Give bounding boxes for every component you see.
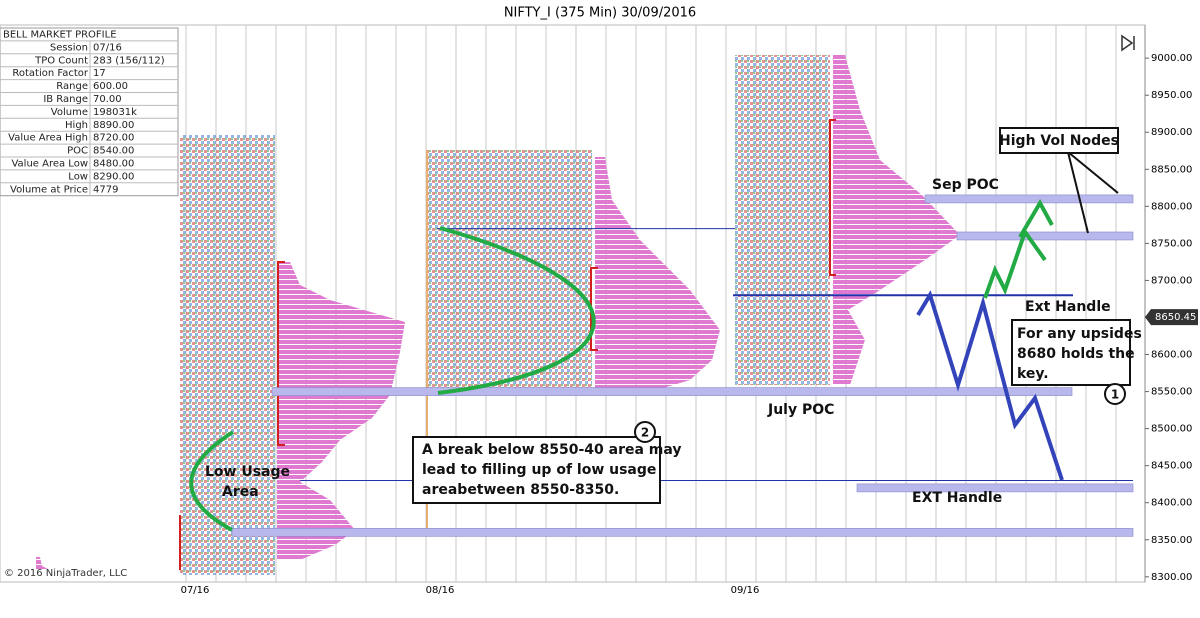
annotation: A break below 8550-40 area may xyxy=(422,442,682,458)
y-tick-label: 8800.00 xyxy=(1151,201,1192,212)
x-tick-label: 07/16 xyxy=(181,585,210,596)
annotation: EXT Handle xyxy=(912,490,1002,506)
scroll-button[interactable] xyxy=(1121,34,1135,52)
info-frame xyxy=(0,27,179,197)
level-band xyxy=(856,483,1134,493)
annotation-box xyxy=(999,127,1119,154)
info-label: POC xyxy=(67,146,88,157)
profile-sep xyxy=(833,55,960,385)
info-label: High xyxy=(65,120,88,131)
y-tick-label: 9000.00 xyxy=(1151,53,1192,64)
annotation-box xyxy=(412,436,661,504)
info-value: 07/16 xyxy=(93,42,122,53)
annotation: Sep POC xyxy=(932,177,999,193)
info-value: 600.00 xyxy=(93,81,128,92)
info-value: 283 (156/112) xyxy=(93,55,165,66)
annotation: Low Usage xyxy=(205,464,290,480)
annotation: 1 xyxy=(1111,388,1119,402)
info-label: Rotation Factor xyxy=(12,68,88,79)
info-value: 17 xyxy=(93,68,106,79)
y-tick-label: 8500.00 xyxy=(1151,424,1192,435)
last-price-label: 8650.45 xyxy=(1155,312,1196,323)
info-label: Session xyxy=(50,42,88,53)
y-tick-label: 8600.00 xyxy=(1151,350,1192,361)
level-band xyxy=(924,194,1134,204)
info-label: Value Area Low xyxy=(11,158,88,169)
chart-title: NIFTY_I (375 Min) 30/09/2016 xyxy=(504,6,696,21)
annotation: July POC xyxy=(767,402,834,418)
y-tick-label: 8550.00 xyxy=(1151,387,1192,398)
price-axis: 8300.00 8350.00 8400.00 8450.00 8500.00 8550.… xyxy=(1144,25,1198,583)
y-tick-label: 8750.00 xyxy=(1151,238,1192,249)
y-tick-label: 8400.00 xyxy=(1151,498,1192,509)
pointer xyxy=(1067,151,1119,194)
marker xyxy=(1104,383,1126,405)
annotation-box xyxy=(1011,319,1131,386)
y-tick-label: 8450.00 xyxy=(1151,461,1192,472)
value-area xyxy=(277,261,285,446)
levels xyxy=(231,194,1134,537)
green-zigzag xyxy=(983,227,1047,299)
info-value: 8480.00 xyxy=(93,158,134,169)
level-band xyxy=(956,231,1134,241)
annotation: For any upsides xyxy=(1017,326,1142,342)
tpo-sep xyxy=(735,55,830,385)
y-tick-label: 8350.00 xyxy=(1151,535,1192,546)
info-label: Volume at Price xyxy=(10,184,88,195)
info-value: 8290.00 xyxy=(93,171,134,182)
blue-zigzag xyxy=(916,290,1064,481)
last-price-box xyxy=(1145,309,1198,326)
info-label: Volume xyxy=(51,107,88,118)
y-tick-label: 8700.00 xyxy=(1151,275,1192,286)
tpo-july xyxy=(180,135,275,575)
info-panel: BELL MARKET PROFILE Session 07/16 TPO Count… xyxy=(0,27,179,197)
info-title: BELL MARKET PROFILE xyxy=(3,29,117,40)
x-tick-label: 09/16 xyxy=(731,585,760,596)
annotation: areabetween 8550-8350. xyxy=(422,482,619,498)
info-value: 8720.00 xyxy=(93,133,134,144)
info-label: Low xyxy=(68,171,88,182)
profile-aug xyxy=(595,157,720,395)
green-zigzag xyxy=(1018,198,1054,239)
info-label: Range xyxy=(56,81,88,92)
y-tick-label: 8900.00 xyxy=(1151,127,1192,138)
annotation: Area xyxy=(222,484,259,500)
green-curve xyxy=(189,430,235,532)
annotation: lead to filling up of low usage xyxy=(422,462,656,478)
pointer xyxy=(1067,151,1089,234)
y-tick-label: 8850.00 xyxy=(1151,164,1192,175)
annotation: Ext Handle xyxy=(1025,299,1111,315)
annotation: 8680 holds the xyxy=(1017,346,1135,362)
info-label: IB Range xyxy=(43,94,88,105)
info-label: TPO Count xyxy=(34,55,88,66)
marker xyxy=(634,421,656,443)
level-band xyxy=(271,387,1073,396)
info-value: 8540.00 xyxy=(93,146,134,157)
info-label: Value Area High xyxy=(8,133,88,144)
tpo-aug xyxy=(427,150,592,395)
profile-small xyxy=(36,557,50,570)
value-area xyxy=(829,119,836,276)
level-band xyxy=(231,528,1134,537)
x-tick-label: 08/16 xyxy=(426,585,455,596)
info-value: 70.00 xyxy=(93,94,122,105)
annotation: key. xyxy=(1017,366,1049,382)
info-value: 198031k xyxy=(93,107,137,118)
green-curve xyxy=(437,226,596,395)
info-value: 8890.00 xyxy=(93,120,134,131)
annotation: 2 xyxy=(641,426,649,440)
y-tick-label: 8950.00 xyxy=(1151,90,1192,101)
copyright: © 2016 NinjaTrader, LLC xyxy=(4,568,127,579)
y-tick-label: 8300.00 xyxy=(1151,572,1192,583)
profile-july xyxy=(277,262,405,560)
annotation: High Vol Nodes xyxy=(999,133,1119,149)
info-value: 4779 xyxy=(93,184,118,195)
